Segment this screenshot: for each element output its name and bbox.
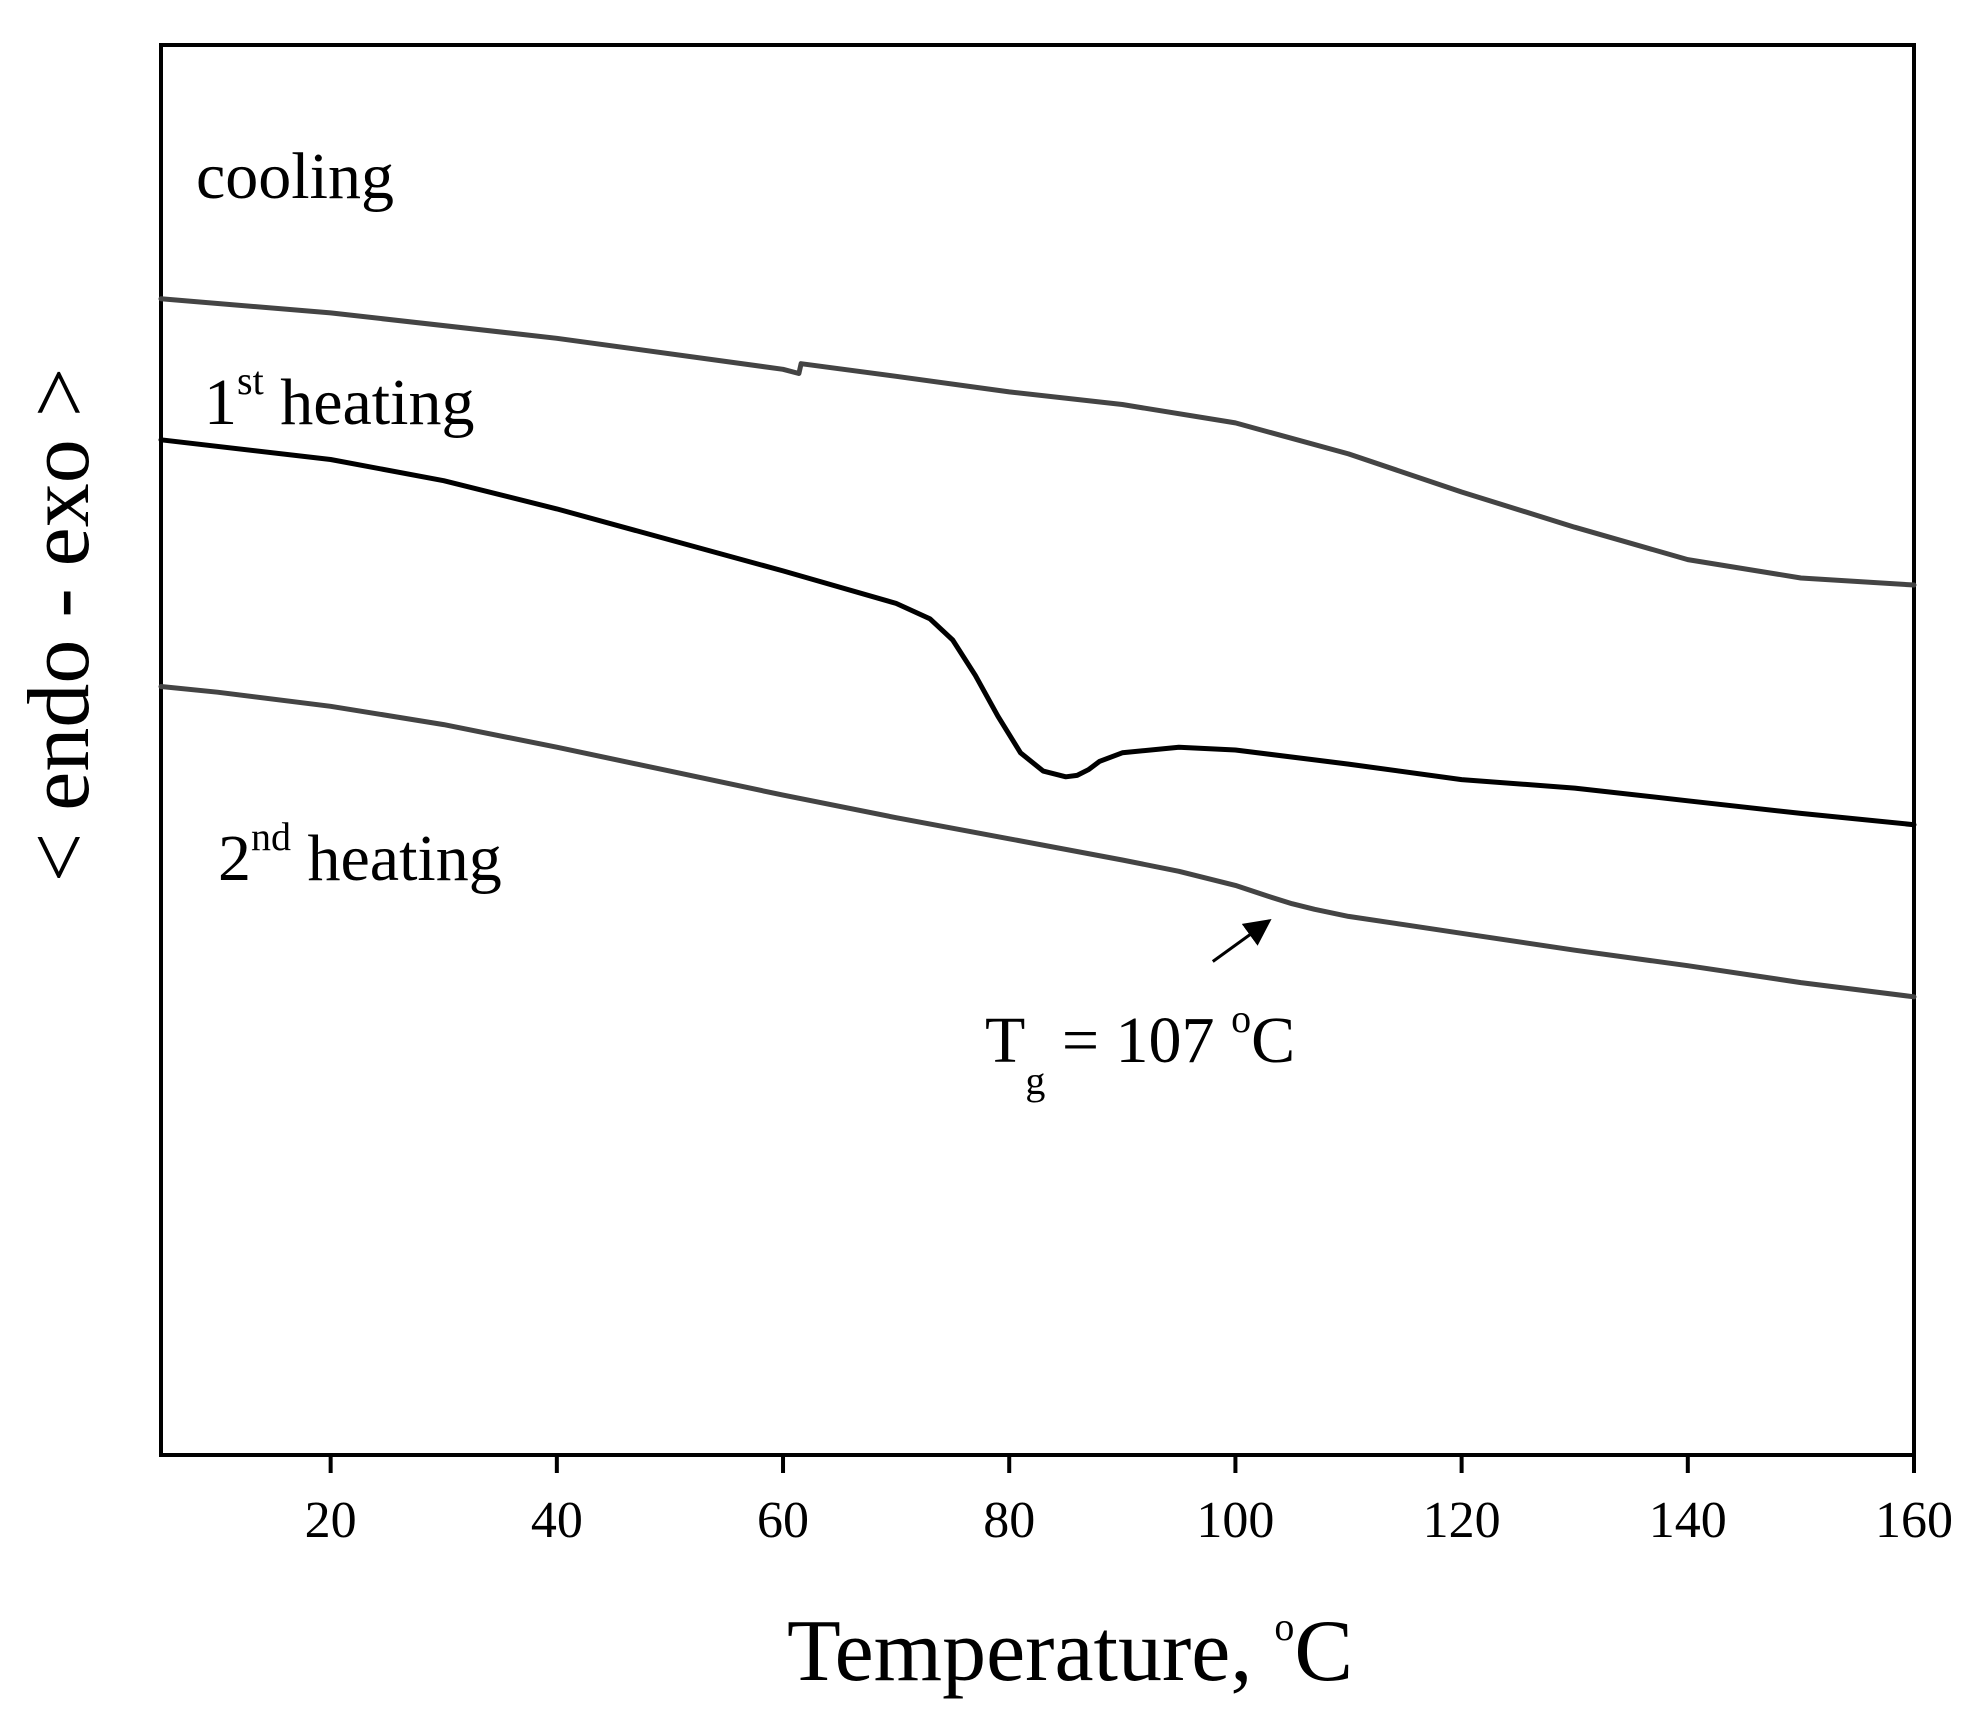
y-axis-title: < endo - exo > bbox=[11, 368, 108, 883]
series-line-2nd-heating bbox=[158, 684, 1917, 1000]
series-lines bbox=[158, 296, 1917, 1000]
curve-label-cooling: cooling bbox=[196, 140, 394, 213]
x-axis-ticks: 20 40 60 80 100 120 140 160 bbox=[305, 1455, 1953, 1549]
curve-label-1st-heating: 1st heating bbox=[204, 358, 474, 439]
tg-arrow bbox=[1211, 919, 1272, 963]
x-tick-label: 160 bbox=[1875, 1492, 1953, 1549]
x-tick-label: 40 bbox=[531, 1492, 583, 1549]
tg-annotation-text: Tg = 107 oC bbox=[985, 996, 1295, 1103]
x-tick-label: 80 bbox=[983, 1492, 1035, 1549]
plot-frame bbox=[159, 43, 1916, 1457]
x-tick-label: 100 bbox=[1196, 1492, 1274, 1549]
curve-label-2nd-heating: 2nd heating bbox=[218, 814, 502, 895]
x-tick-label: 120 bbox=[1423, 1492, 1501, 1549]
x-tick-label: 60 bbox=[757, 1492, 809, 1549]
series-line-cooling bbox=[158, 296, 1917, 588]
annotations bbox=[1211, 919, 1272, 963]
x-tick-label: 140 bbox=[1649, 1492, 1727, 1549]
series-line-1st-heating bbox=[158, 437, 1917, 828]
x-axis-title: Temperature, oC bbox=[787, 1603, 1353, 1700]
x-tick-label: 20 bbox=[305, 1492, 357, 1549]
